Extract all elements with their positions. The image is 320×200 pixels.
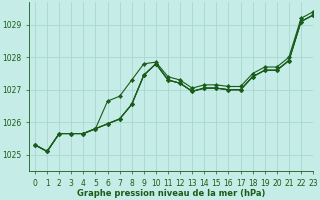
X-axis label: Graphe pression niveau de la mer (hPa): Graphe pression niveau de la mer (hPa) [77, 189, 265, 198]
